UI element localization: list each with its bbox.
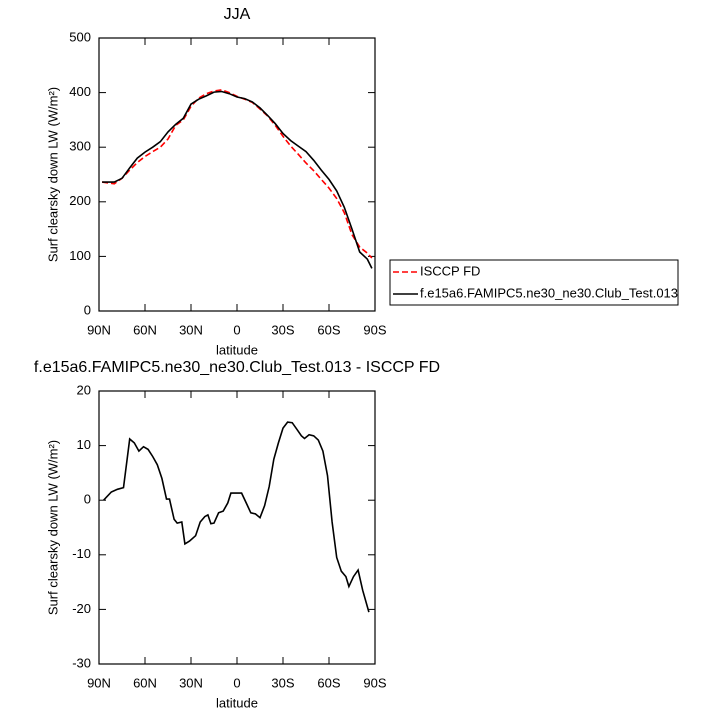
y-tick-label: 300	[69, 139, 91, 154]
x-tick-label: 0	[233, 322, 240, 337]
legend-label: ISCCP FD	[420, 263, 480, 278]
chart-title: JJA	[224, 6, 251, 23]
legend-label: f.e15a6.FAMIPC5.ne30_ne30.Club_Test.013	[420, 285, 678, 300]
x-tick-label: 90S	[363, 322, 386, 337]
y-axis-label: Surf clearsky down LW (W/m²)	[45, 440, 60, 615]
series-line	[103, 421, 370, 613]
x-tick-label: 30S	[271, 675, 294, 690]
y-tick-label: 400	[69, 84, 91, 99]
series-line	[102, 90, 373, 269]
y-tick-label: 0	[84, 492, 91, 507]
y-tick-label: 100	[69, 248, 91, 263]
x-tick-label: 60S	[317, 322, 340, 337]
x-axis-label: latitude	[216, 695, 258, 710]
y-tick-label: 0	[84, 302, 91, 317]
x-tick-label: 30N	[179, 322, 203, 337]
y-tick-label: -30	[72, 655, 91, 670]
x-tick-label: 90N	[87, 322, 111, 337]
x-tick-label: 90N	[87, 675, 111, 690]
x-tick-label: 60S	[317, 675, 340, 690]
x-tick-label: 60N	[133, 322, 157, 337]
y-axis-label: Surf clearsky down LW (W/m²)	[45, 87, 60, 262]
x-tick-label: 90S	[363, 675, 386, 690]
y-tick-label: -10	[72, 546, 91, 561]
y-tick-label: 500	[69, 29, 91, 44]
plot-frame	[98, 390, 376, 665]
x-tick-label: 0	[233, 675, 240, 690]
y-tick-label: 20	[77, 382, 91, 397]
series-line	[101, 89, 373, 259]
x-tick-label: 30S	[271, 322, 294, 337]
x-tick-label: 30N	[179, 675, 203, 690]
legend-box	[389, 259, 679, 306]
x-axis-label: latitude	[216, 342, 258, 357]
x-tick-label: 60N	[133, 675, 157, 690]
plot-frame	[98, 37, 376, 312]
y-tick-label: -20	[72, 601, 91, 616]
chart-title: f.e15a6.FAMIPC5.ne30_ne30.Club_Test.013 …	[34, 359, 440, 376]
y-tick-label: 200	[69, 193, 91, 208]
y-tick-label: 10	[77, 437, 91, 452]
